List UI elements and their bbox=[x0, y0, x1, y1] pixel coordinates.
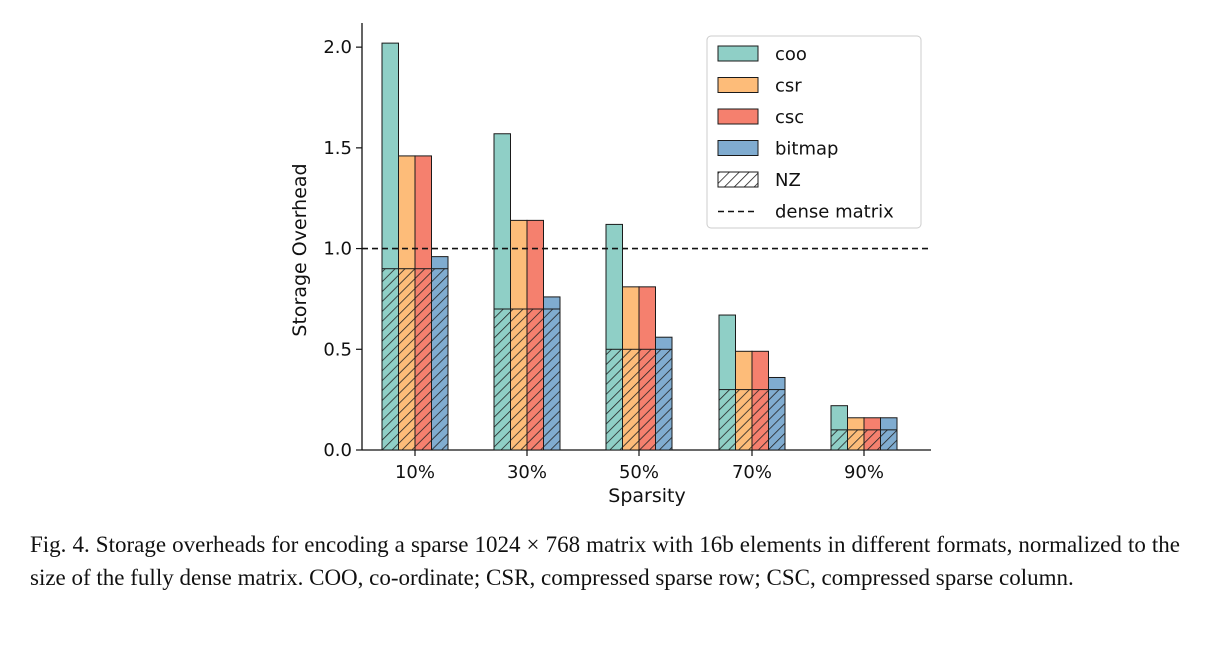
nz-hatch-bitmap-2 bbox=[655, 348, 673, 451]
nz-hatch-csc-2 bbox=[638, 348, 656, 451]
x-tick-label: 30% bbox=[507, 462, 547, 483]
legend-swatch-bitmap bbox=[717, 140, 759, 156]
legend-swatch-coo bbox=[717, 45, 759, 62]
legend-box bbox=[706, 35, 922, 229]
legend-label: csr bbox=[775, 76, 802, 97]
y-tick-label: 0.0 bbox=[323, 440, 352, 461]
y-axis-label: Storage Overhead bbox=[289, 163, 311, 336]
nz-hatch-bitmap-0 bbox=[431, 268, 449, 451]
ticks-group: 10% 30% 50% 70% 90% 0.0 0.5 1.0 1.5 2.0 bbox=[323, 37, 884, 483]
nz-hatch-csr-4 bbox=[847, 429, 865, 451]
x-tick-label: 90% bbox=[844, 462, 884, 483]
legend-swatch-csc bbox=[717, 108, 759, 125]
y-tick-label: 2.0 bbox=[323, 37, 352, 58]
legend-label: NZ bbox=[775, 170, 801, 191]
nz-hatch-coo-3 bbox=[718, 389, 736, 451]
x-tick-label: 50% bbox=[619, 462, 659, 483]
nz-hatch-coo-0 bbox=[381, 268, 399, 451]
x-tick-label: 10% bbox=[395, 462, 435, 483]
nz-hatch-csr-3 bbox=[735, 389, 753, 451]
nz-hatch-csc-3 bbox=[751, 389, 769, 451]
storage-overhead-chart: 10% 30% 50% 70% 90%0.00.51.01.52.0 Sparsity … bbox=[289, 23, 931, 507]
nz-hatch-csr-0 bbox=[398, 268, 416, 451]
y-tick-label: 1.5 bbox=[323, 138, 352, 159]
nz-hatch-csc-4 bbox=[863, 429, 881, 451]
nz-hatch-csr-1 bbox=[510, 308, 528, 451]
nz-hatch-bitmap-3 bbox=[768, 389, 786, 451]
y-tick-label: 0.5 bbox=[323, 339, 352, 360]
x-axis-label: Sparsity bbox=[608, 485, 685, 507]
legend-swatch-nz bbox=[717, 171, 759, 188]
x-tick-label: 70% bbox=[732, 462, 772, 483]
legend-label: dense matrix bbox=[775, 202, 894, 223]
nz-hatch-csc-1 bbox=[526, 308, 544, 451]
nz-hatch-csr-2 bbox=[622, 348, 640, 451]
legend-swatch-csr bbox=[717, 77, 759, 93]
legend: coo csr csc bitmap NZ dense matrix bbox=[706, 35, 922, 229]
legend-label: csc bbox=[775, 107, 804, 128]
y-tick-label: 1.0 bbox=[323, 239, 352, 260]
figure-caption: Fig. 4. Storage overheads for encoding a… bbox=[30, 532, 1180, 590]
nz-hatch-coo-1 bbox=[493, 308, 511, 451]
nz-hatch-coo-4 bbox=[830, 429, 848, 451]
nz-hatch-bitmap-4 bbox=[880, 429, 898, 451]
nz-hatch-csc-0 bbox=[414, 268, 432, 451]
legend-label: bitmap bbox=[775, 139, 838, 160]
legend-label: coo bbox=[775, 44, 807, 65]
nz-hatch-bitmap-1 bbox=[543, 308, 561, 451]
bars-group bbox=[362, 42, 931, 451]
nz-hatch-coo-2 bbox=[605, 348, 623, 451]
